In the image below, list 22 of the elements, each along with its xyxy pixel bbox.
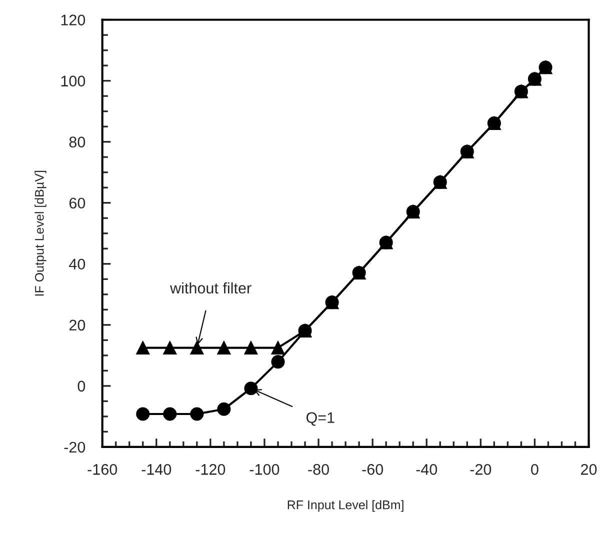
x-tick-label: -60 (362, 464, 384, 475)
x-tick-label: -80 (308, 464, 329, 475)
x-tick-label: -20 (470, 464, 492, 475)
y-axis-title: IF Output Level [dBµV] (34, 170, 46, 296)
annotation: without filter (170, 282, 252, 294)
x-tick-label: -120 (196, 464, 226, 475)
y-tick-label: 40 (69, 258, 86, 270)
x-tick-label: 20 (581, 464, 597, 475)
y-tick-label: -20 (64, 442, 86, 453)
x-axis-title: RF Input Level [dBm] (288, 500, 404, 512)
y-tick-label: 100 (61, 76, 86, 86)
x-tick-label: -140 (142, 464, 172, 475)
y-tick-label: 0 (78, 380, 86, 392)
x-tick-label: 0 (531, 464, 538, 475)
x-tick-label: -40 (416, 464, 438, 475)
x-tick-label: -160 (88, 464, 118, 475)
y-tick-label: 80 (69, 136, 86, 148)
y-tick-label: 20 (69, 320, 86, 331)
x-tick-label: -100 (250, 464, 280, 475)
y-tick-label: 60 (69, 198, 86, 209)
annotation: Q=1 (306, 412, 334, 426)
y-tick-label: 120 (61, 14, 86, 26)
